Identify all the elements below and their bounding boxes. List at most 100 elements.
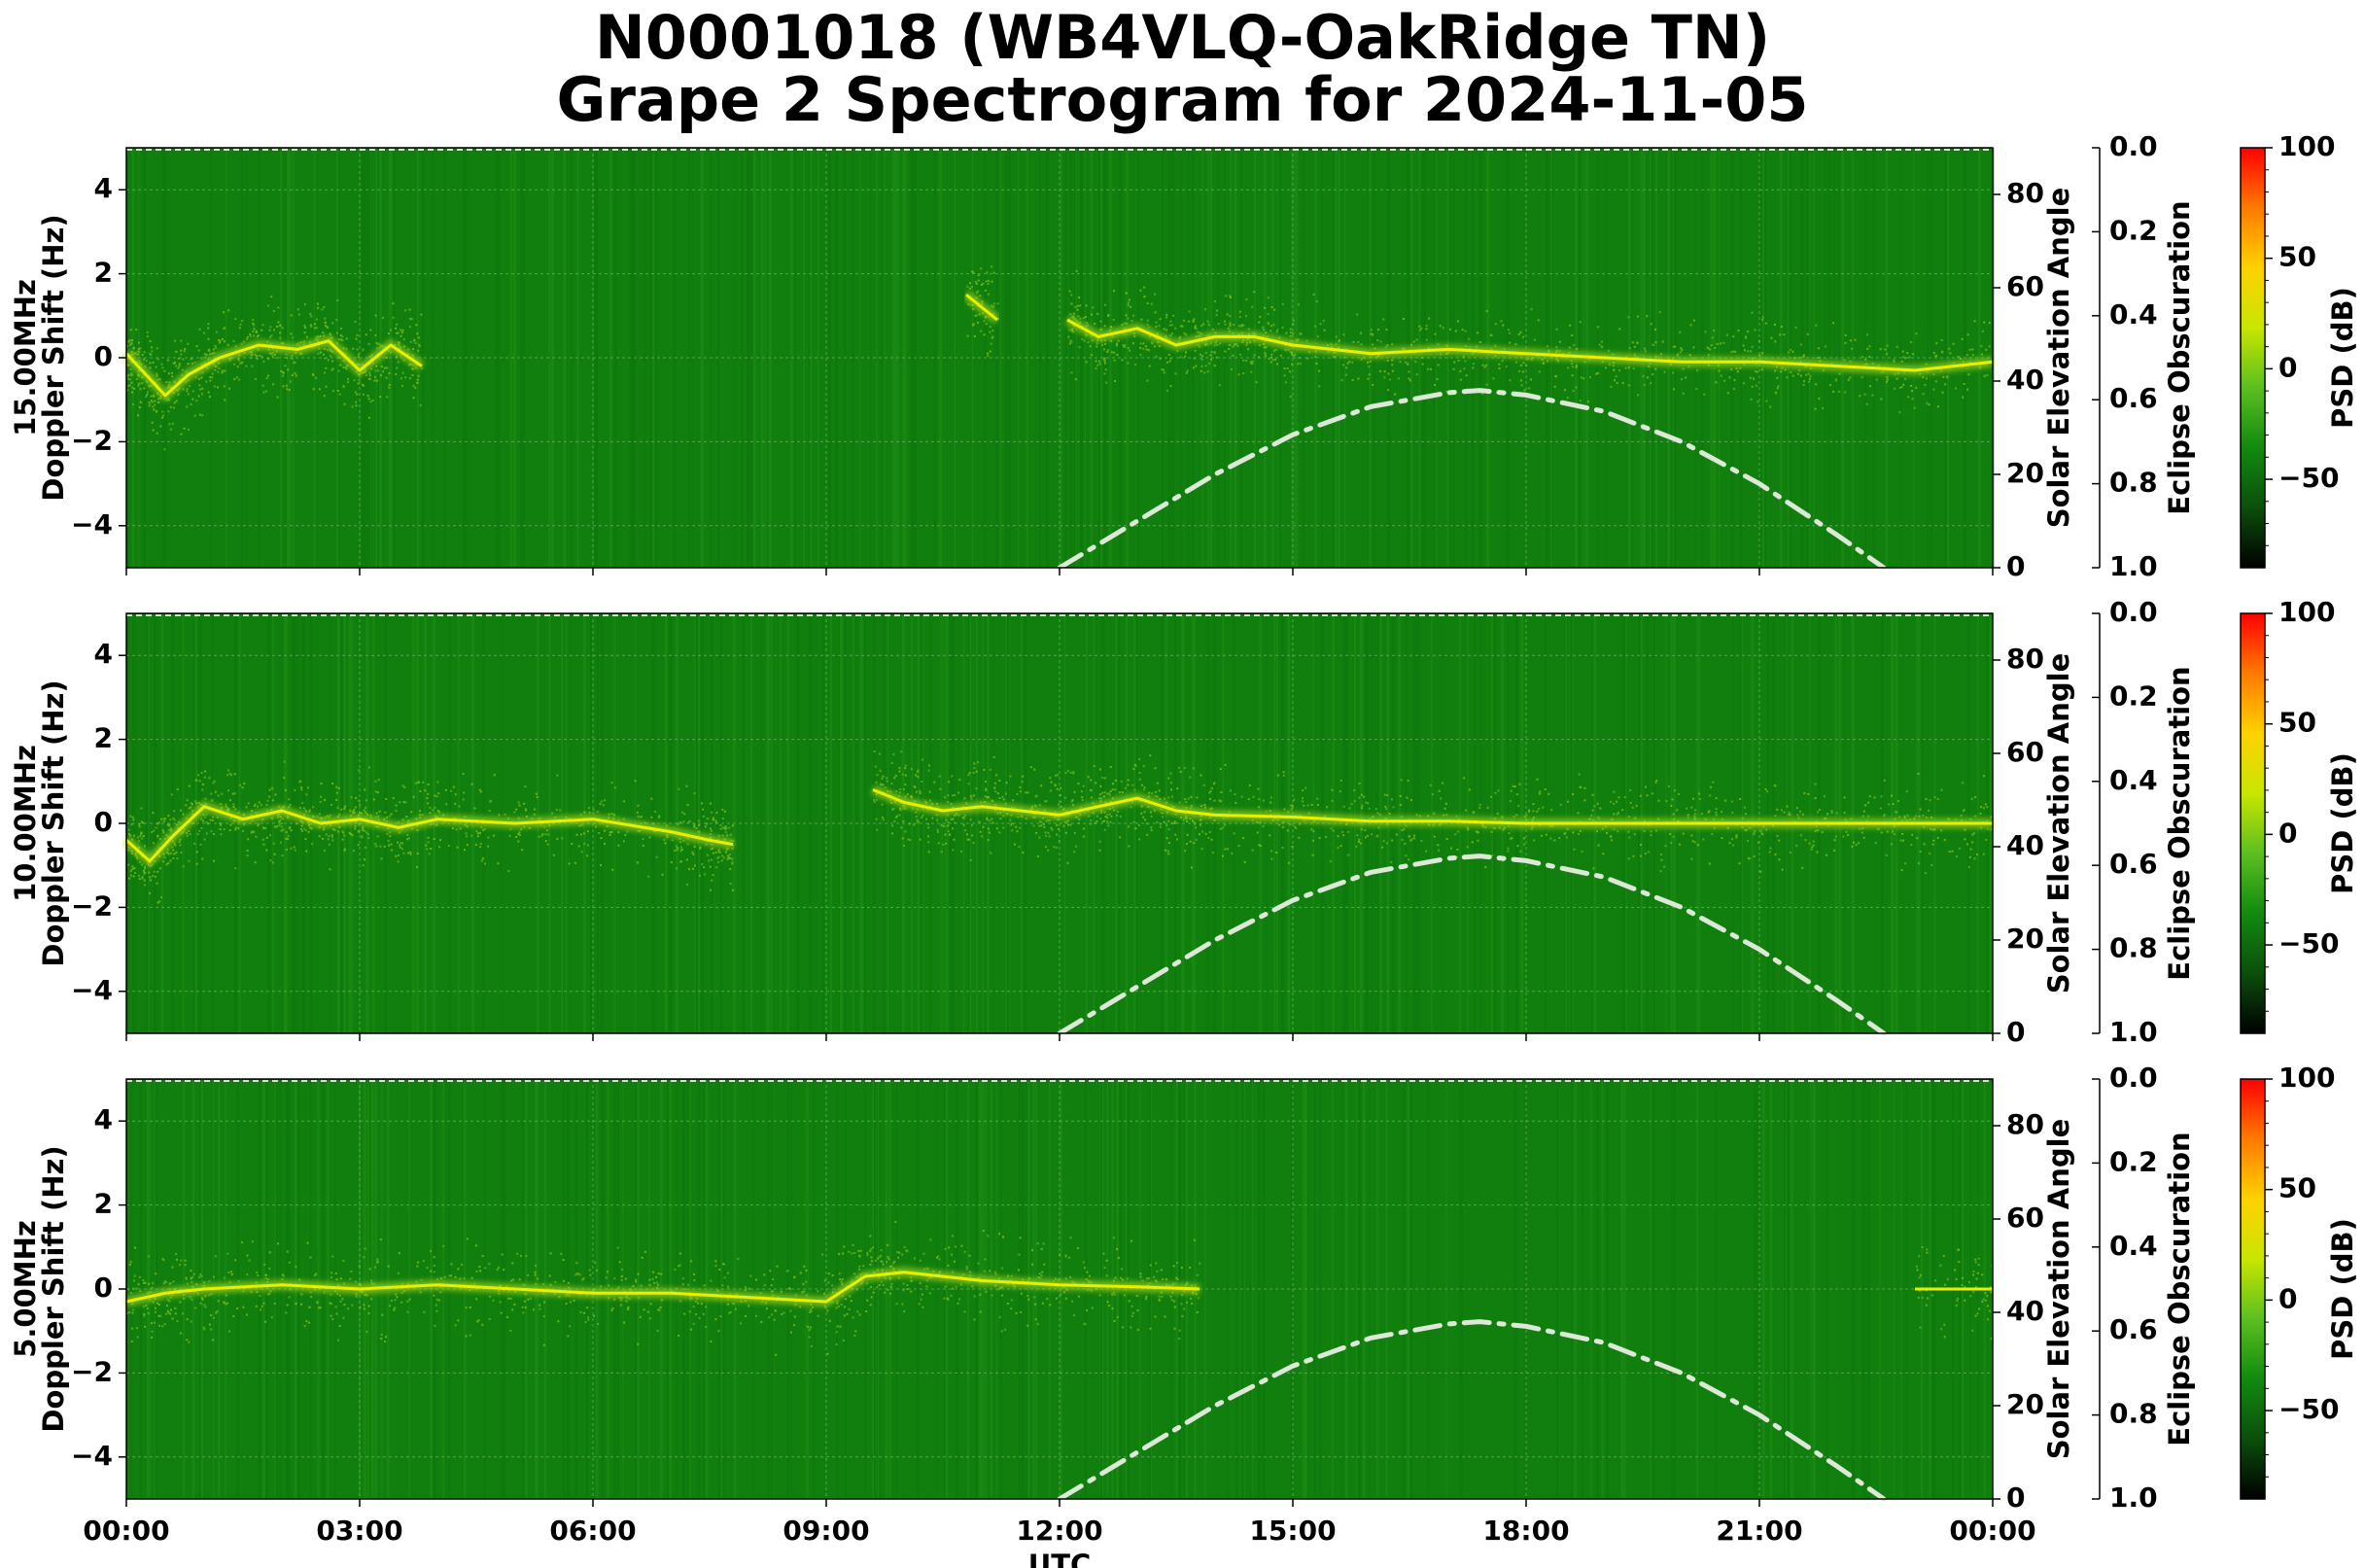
scatter-dot xyxy=(300,788,303,791)
scatter-dot xyxy=(536,792,538,795)
scatter-dot xyxy=(966,833,968,836)
scatter-dot xyxy=(1269,809,1271,812)
scatter-dot xyxy=(330,336,333,339)
scatter-dot xyxy=(349,809,352,812)
scatter-dot xyxy=(1207,836,1210,839)
y-axis-label-freq: 10.00MHz xyxy=(9,745,42,902)
scatter-dot xyxy=(1315,300,1318,303)
scatter-dot xyxy=(1564,389,1566,392)
chart-title-line-1: N0001018 (WB4VLQ-OakRidge TN) xyxy=(594,2,1771,73)
scatter-dot xyxy=(921,758,923,761)
scatter-dot xyxy=(1559,803,1562,806)
scatter-dot xyxy=(1514,343,1517,346)
scatter-dot xyxy=(1753,377,1755,380)
scatter-dot xyxy=(168,423,171,426)
scatter-dot xyxy=(1078,818,1081,820)
scatter-dot xyxy=(902,788,905,791)
scatter-dot xyxy=(1868,795,1871,798)
scatter-dot xyxy=(1118,791,1121,794)
scatter-dot xyxy=(1367,802,1370,805)
scatter-dot xyxy=(1193,842,1196,845)
scatter-dot xyxy=(417,349,420,352)
scatter-dot xyxy=(1117,811,1120,814)
scatter-dot xyxy=(1654,782,1657,784)
scatter-dot xyxy=(1554,375,1557,378)
scatter-dot xyxy=(132,347,135,350)
scatter-dot xyxy=(1682,367,1685,370)
scatter-dot xyxy=(1074,378,1077,381)
scatter-dot xyxy=(1789,348,1791,351)
scatter-dot xyxy=(224,399,226,401)
scatter-dot xyxy=(1443,807,1446,810)
scatter-dot xyxy=(1245,344,1248,347)
scatter-dot xyxy=(190,358,192,361)
scatter-dot xyxy=(142,835,145,837)
scatter-dot xyxy=(983,320,986,323)
scatter-dot xyxy=(693,846,696,848)
scatter-dot xyxy=(711,858,713,861)
scatter-dot xyxy=(1156,795,1159,798)
scatter-dot xyxy=(396,331,399,334)
scatter-dot xyxy=(365,831,368,834)
scatter-dot xyxy=(1902,356,1905,359)
scatter-dot xyxy=(323,828,325,831)
scatter-dot xyxy=(1895,377,1898,380)
scatter-dot xyxy=(994,790,997,793)
scatter-dot xyxy=(413,339,416,342)
scatter-dot xyxy=(208,353,211,356)
scatter-dot xyxy=(238,327,241,330)
scatter-dot xyxy=(301,830,303,832)
texture-streak xyxy=(148,613,151,1033)
scatter-dot xyxy=(985,789,988,792)
scatter-dot xyxy=(1342,333,1345,336)
scatter-dot xyxy=(455,828,458,831)
scatter-dot xyxy=(207,391,210,394)
scatter-dot xyxy=(1730,368,1733,371)
scatter-dot xyxy=(201,857,204,860)
texture-streak xyxy=(852,148,854,568)
scatter-dot xyxy=(1910,385,1912,387)
scatter-dot xyxy=(202,813,205,816)
scatter-dot xyxy=(395,854,398,857)
scatter-dot xyxy=(725,848,728,851)
scatter-dot xyxy=(917,820,920,823)
scatter-dot xyxy=(1122,344,1125,347)
scatter-dot xyxy=(1078,346,1081,349)
texture-streak xyxy=(1779,148,1783,568)
scatter-dot xyxy=(153,408,156,411)
scatter-dot xyxy=(1449,847,1452,850)
scatter-dot xyxy=(227,387,230,390)
scatter-dot xyxy=(1571,374,1574,377)
texture-streak xyxy=(443,148,446,568)
scatter-dot xyxy=(165,851,168,854)
texture-streak xyxy=(1209,148,1213,568)
scatter-dot xyxy=(1299,332,1302,335)
scatter-dot xyxy=(335,798,338,801)
scatter-dot xyxy=(321,308,324,311)
scatter-dot xyxy=(424,789,427,792)
scatter-dot xyxy=(1613,828,1616,831)
scatter-dot xyxy=(1199,833,1200,836)
scatter-dot xyxy=(282,828,285,831)
scatter-dot xyxy=(358,799,361,802)
scatter-dot xyxy=(1200,332,1202,335)
scatter-dot xyxy=(898,767,901,769)
texture-streak xyxy=(240,148,243,568)
texture-streak xyxy=(1201,148,1203,568)
scatter-dot xyxy=(138,823,141,826)
y-axis-label: Doppler Shift (Hz) xyxy=(37,214,70,501)
scatter-dot xyxy=(1070,294,1073,296)
scatter-dot xyxy=(1420,327,1423,330)
scatter-dot xyxy=(351,405,354,408)
scatter-dot xyxy=(586,844,589,847)
scatter-dot xyxy=(515,808,518,811)
scatter-dot xyxy=(1291,354,1294,357)
texture-streak xyxy=(951,613,954,1033)
scatter-dot xyxy=(876,774,879,777)
scatter-dot xyxy=(1654,341,1657,344)
scatter-dot xyxy=(1948,851,1951,854)
scatter-dot xyxy=(1314,325,1317,328)
scatter-dot xyxy=(1358,782,1361,784)
scatter-dot xyxy=(211,376,214,379)
scatter-dot xyxy=(408,308,411,311)
